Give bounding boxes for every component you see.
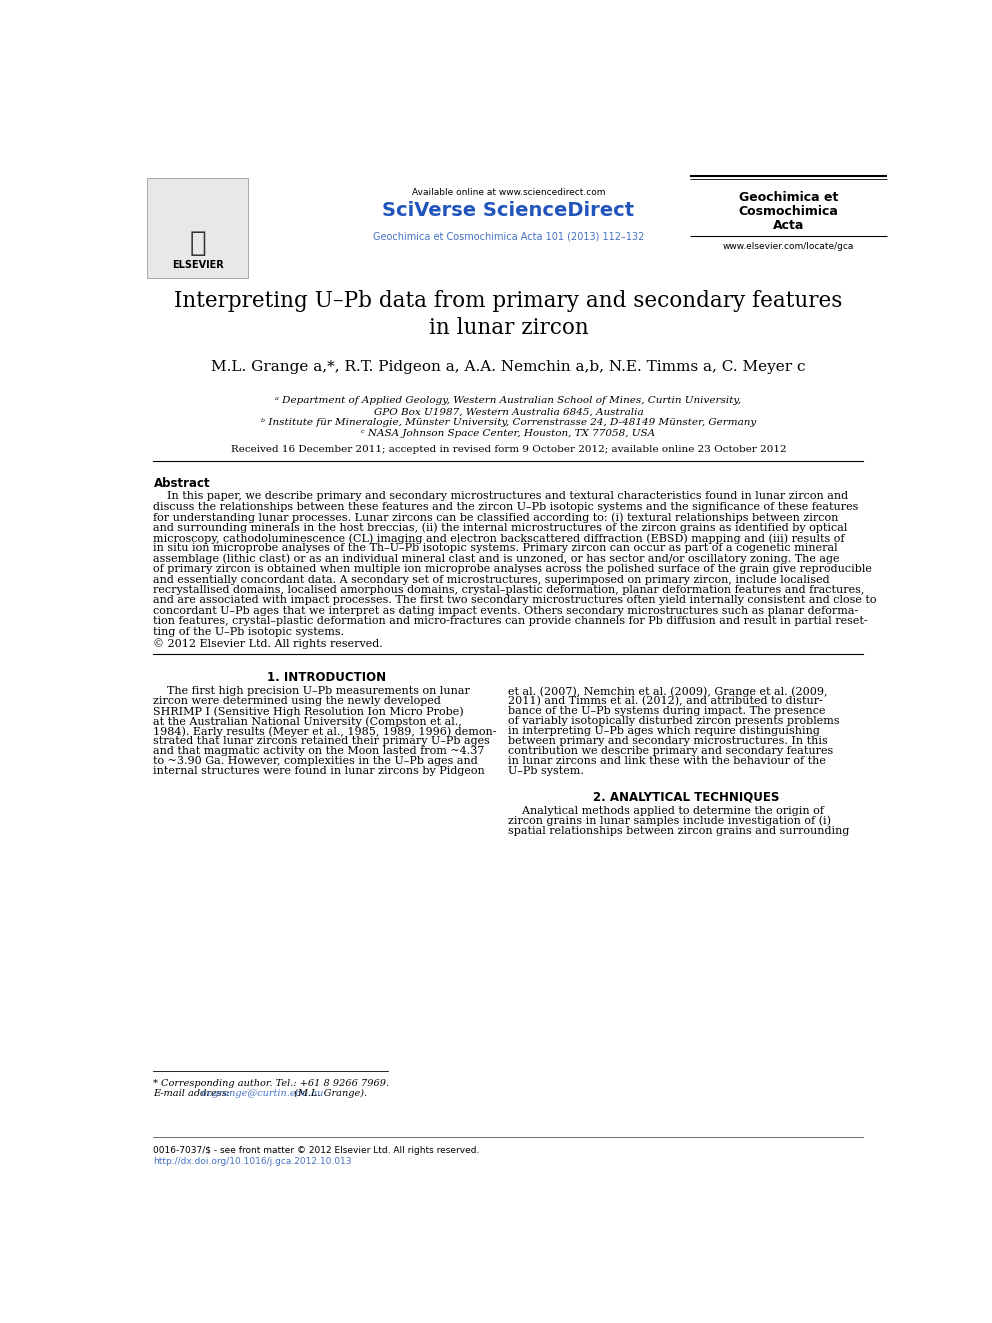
Text: SHRIMP I (Sensitive High Resolution Ion Micro Probe): SHRIMP I (Sensitive High Resolution Ion …	[154, 706, 464, 717]
Text: in interpreting U–Pb ages which require distinguishing: in interpreting U–Pb ages which require …	[509, 726, 820, 737]
Text: Abstract: Abstract	[154, 476, 210, 490]
Text: internal structures were found in lunar zircons by Pidgeon: internal structures were found in lunar …	[154, 766, 485, 777]
Text: et al. (2007), Nemchin et al. (2009), Grange et al. (2009,: et al. (2007), Nemchin et al. (2009), Gr…	[509, 687, 828, 697]
Text: contribution we describe primary and secondary features: contribution we describe primary and sec…	[509, 746, 833, 757]
Text: The first high precision U–Pb measurements on lunar: The first high precision U–Pb measuremen…	[154, 687, 470, 696]
Text: Geochimica et Cosmochimica Acta 101 (2013) 112–132: Geochimica et Cosmochimica Acta 101 (201…	[373, 232, 644, 242]
Text: Cosmochimica: Cosmochimica	[739, 205, 838, 218]
Text: assemblage (lithic clast) or as an individual mineral clast and is unzoned, or h: assemblage (lithic clast) or as an indiv…	[154, 554, 840, 565]
Text: Analytical methods applied to determine the origin of: Analytical methods applied to determine …	[509, 806, 824, 815]
Text: GPO Box U1987, Western Australia 6845, Australia: GPO Box U1987, Western Australia 6845, A…	[374, 407, 643, 417]
Text: zircon were determined using the newly developed: zircon were determined using the newly d…	[154, 696, 441, 706]
Text: ting of the U–Pb isotopic systems.: ting of the U–Pb isotopic systems.	[154, 627, 344, 636]
Text: and surrounding minerals in the host breccias, (ii) the internal microstructures: and surrounding minerals in the host bre…	[154, 523, 848, 533]
Text: between primary and secondary microstructures. In this: between primary and secondary microstruc…	[509, 737, 828, 746]
Text: 2011) and Timms et al. (2012), and attributed to distur-: 2011) and Timms et al. (2012), and attri…	[509, 696, 823, 706]
Text: www.elsevier.com/locate/gca: www.elsevier.com/locate/gca	[723, 242, 854, 251]
Text: * Corresponding author. Tel.: +61 8 9266 7969.: * Corresponding author. Tel.: +61 8 9266…	[154, 1080, 390, 1088]
Text: of variably isotopically disturbed zircon presents problems: of variably isotopically disturbed zirco…	[509, 716, 840, 726]
Text: bance of the U–Pb systems during impact. The presence: bance of the U–Pb systems during impact.…	[509, 706, 826, 716]
Text: strated that lunar zircons retained their primary U–Pb ages: strated that lunar zircons retained thei…	[154, 737, 490, 746]
Text: spatial relationships between zircon grains and surrounding: spatial relationships between zircon gra…	[509, 826, 850, 836]
Bar	[147, 179, 248, 278]
Text: in situ ion microprobe analyses of the Th–U–Pb isotopic systems. Primary zircon : in situ ion microprobe analyses of the T…	[154, 544, 838, 553]
Text: recrystallised domains, localised amorphous domains, crystal–plastic deformation: recrystallised domains, localised amorph…	[154, 585, 865, 595]
Text: Available online at www.sciencedirect.com: Available online at www.sciencedirect.co…	[412, 188, 605, 197]
Text: zircon grains in lunar samples include investigation of (i): zircon grains in lunar samples include i…	[509, 815, 831, 826]
Text: in lunar zircon: in lunar zircon	[429, 316, 588, 339]
Text: for understanding lunar processes. Lunar zircons can be classified according to:: for understanding lunar processes. Lunar…	[154, 512, 839, 523]
Text: ᵃ Department of Applied Geology, Western Australian School of Mines, Curtin Univ: ᵃ Department of Applied Geology, Western…	[276, 396, 741, 405]
Text: © 2012 Elsevier Ltd. All rights reserved.: © 2012 Elsevier Ltd. All rights reserved…	[154, 639, 383, 650]
Text: tion features, crystal–plastic deformation and micro-fractures can provide chann: tion features, crystal–plastic deformati…	[154, 617, 868, 626]
Text: 2. ANALYTICAL TECHNIQUES: 2. ANALYTICAL TECHNIQUES	[592, 790, 779, 803]
Text: of primary zircon is obtained when multiple ion microprobe analyses across the p: of primary zircon is obtained when multi…	[154, 564, 872, 574]
Text: and essentially concordant data. A secondary set of microstructures, superimpose: and essentially concordant data. A secon…	[154, 574, 830, 585]
Text: SciVerse ScienceDirect: SciVerse ScienceDirect	[382, 201, 635, 220]
Text: 🌳: 🌳	[189, 229, 206, 257]
Text: M.L. Grange a,*, R.T. Pidgeon a, A.A. Nemchin a,b, N.E. Timms a, C. Meyer c: M.L. Grange a,*, R.T. Pidgeon a, A.A. Ne…	[211, 360, 806, 374]
Text: U–Pb system.: U–Pb system.	[509, 766, 584, 777]
Text: concordant U–Pb ages that we interpret as dating impact events. Others secondary: concordant U–Pb ages that we interpret a…	[154, 606, 859, 615]
Text: in lunar zircons and link these with the behaviour of the: in lunar zircons and link these with the…	[509, 757, 826, 766]
Text: 0016-7037/$ - see front matter © 2012 Elsevier Ltd. All rights reserved.: 0016-7037/$ - see front matter © 2012 El…	[154, 1146, 480, 1155]
Text: to ~3.90 Ga. However, complexities in the U–Pb ages and: to ~3.90 Ga. However, complexities in th…	[154, 757, 478, 766]
Text: at the Australian National University (Compston et al.,: at the Australian National University (C…	[154, 716, 462, 726]
Text: http://dx.doi.org/10.1016/j.gca.2012.10.013: http://dx.doi.org/10.1016/j.gca.2012.10.…	[154, 1156, 352, 1166]
Text: and are associated with impact processes. The first two secondary microstructure: and are associated with impact processes…	[154, 595, 877, 606]
Text: 1984). Early results (Meyer et al., 1985, 1989, 1996) demon-: 1984). Early results (Meyer et al., 1985…	[154, 726, 497, 737]
Text: 1. INTRODUCTION: 1. INTRODUCTION	[267, 671, 386, 684]
Text: microscopy, cathodoluminescence (CL) imaging and electron backscattered diffract: microscopy, cathodoluminescence (CL) ima…	[154, 533, 845, 544]
Text: E-mail address:: E-mail address:	[154, 1089, 233, 1098]
Text: (M.L. Grange).: (M.L. Grange).	[292, 1089, 367, 1098]
Text: ᵇ Institute für Mineralogie, Münster University, Correnstrasse 24, D-48149 Münst: ᵇ Institute für Mineralogie, Münster Uni…	[261, 418, 756, 427]
Text: and that magmatic activity on the Moon lasted from ~4.37: and that magmatic activity on the Moon l…	[154, 746, 485, 757]
Text: ELSEVIER: ELSEVIER	[172, 261, 223, 270]
Text: ᶜ NASA Johnson Space Center, Houston, TX 77058, USA: ᶜ NASA Johnson Space Center, Houston, TX…	[361, 429, 656, 438]
Text: Geochimica et: Geochimica et	[739, 191, 838, 204]
Text: m.grange@curtin.edu.au: m.grange@curtin.edu.au	[200, 1089, 323, 1098]
Text: discuss the relationships between these features and the zircon U–Pb isotopic sy: discuss the relationships between these …	[154, 501, 859, 512]
Text: Acta: Acta	[773, 218, 805, 232]
Text: In this paper, we describe primary and secondary microstructures and textural ch: In this paper, we describe primary and s…	[154, 491, 848, 501]
Text: Received 16 December 2011; accepted in revised form 9 October 2012; available on: Received 16 December 2011; accepted in r…	[230, 446, 787, 454]
Text: Interpreting U–Pb data from primary and secondary features: Interpreting U–Pb data from primary and …	[175, 290, 842, 312]
